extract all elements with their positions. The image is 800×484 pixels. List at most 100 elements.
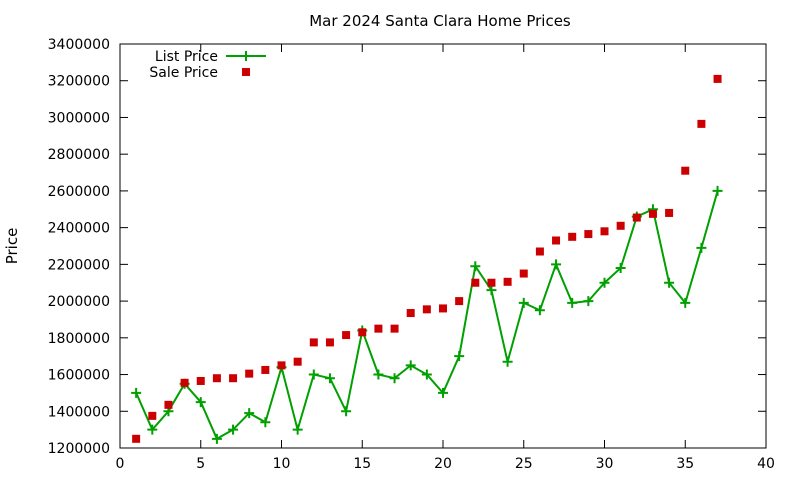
data-point <box>471 278 480 287</box>
series-layer <box>131 74 723 444</box>
x-tick-label: 20 <box>434 456 452 472</box>
axes-layer: 0 5 10 15 20 25 30 35 40 1200000 1400000 1600000 180… <box>48 37 775 472</box>
data-point <box>648 209 657 218</box>
x-tick-label: 15 <box>353 456 371 472</box>
data-point <box>502 356 513 367</box>
data-point <box>455 297 464 306</box>
data-point <box>341 406 352 417</box>
data-point <box>132 434 141 443</box>
x-tick-label: 0 <box>116 456 125 472</box>
y-tick-label: 1200000 <box>48 441 110 457</box>
data-point <box>470 261 481 272</box>
data-point <box>261 365 270 374</box>
data-point <box>632 213 641 222</box>
data-point <box>599 277 610 288</box>
y-tick-label: 3200000 <box>48 74 110 90</box>
data-point <box>293 357 302 366</box>
data-point <box>697 119 706 128</box>
data-point <box>664 277 675 288</box>
y-tick-label: 2000000 <box>48 294 110 310</box>
data-point <box>131 387 142 398</box>
data-point <box>195 397 206 408</box>
data-point <box>164 400 173 409</box>
data-point <box>325 338 334 347</box>
data-point <box>487 278 496 287</box>
y-tick-label: 2800000 <box>48 147 110 163</box>
data-point <box>486 285 497 296</box>
y-tick-label: 1600000 <box>48 368 110 384</box>
data-point <box>308 369 319 380</box>
data-point <box>552 236 561 245</box>
data-point <box>535 247 544 256</box>
data-point <box>681 166 690 175</box>
legend-marker <box>242 68 250 76</box>
y-tick-label: 3400000 <box>48 37 110 53</box>
x-tick-label: 35 <box>676 456 694 472</box>
data-point <box>390 324 399 333</box>
data-point <box>405 360 416 371</box>
x-tick-label: 5 <box>196 456 205 472</box>
legend-marker <box>241 51 251 61</box>
data-point <box>583 296 594 307</box>
data-point <box>244 408 255 419</box>
data-point <box>696 242 707 253</box>
chart-title: Mar 2024 Santa Clara Home Prices <box>309 12 571 30</box>
data-point <box>503 277 512 286</box>
x-tick-label: 10 <box>273 456 291 472</box>
data-point <box>212 374 221 383</box>
data-point <box>422 305 431 314</box>
series-line <box>135 190 719 441</box>
data-point <box>260 417 271 428</box>
data-point <box>421 369 432 380</box>
data-point <box>245 369 254 378</box>
data-point <box>518 297 529 308</box>
data-point <box>567 297 578 308</box>
data-point <box>551 259 562 270</box>
data-point <box>568 232 577 241</box>
x-tick-label: 30 <box>596 456 614 472</box>
data-point <box>454 351 465 362</box>
data-point <box>324 373 335 384</box>
data-point <box>680 297 691 308</box>
data-point <box>147 424 158 435</box>
y-tick-label: 2200000 <box>48 257 110 273</box>
data-point <box>600 227 609 236</box>
data-point <box>584 230 593 239</box>
data-point <box>229 374 238 383</box>
data-point <box>534 305 545 316</box>
data-point <box>406 309 415 318</box>
data-point <box>439 304 447 313</box>
x-tick-label: 40 <box>757 456 775 472</box>
data-point <box>712 185 723 196</box>
data-point <box>180 378 189 387</box>
data-point <box>309 338 318 347</box>
data-point <box>211 433 222 444</box>
data-point <box>519 269 528 278</box>
data-point <box>228 424 239 435</box>
data-point <box>148 411 157 420</box>
data-point <box>196 376 205 385</box>
plot-frame <box>119 43 767 449</box>
x-tick-label: 25 <box>515 456 533 472</box>
data-point <box>358 328 367 337</box>
legend-label: Sale Price <box>149 65 218 81</box>
data-point <box>342 331 351 340</box>
y-tick-label: 2400000 <box>48 221 110 237</box>
y-tick-label: 1400000 <box>48 404 110 420</box>
legend-label: List Price <box>155 49 218 65</box>
data-point <box>373 369 384 380</box>
y-axis-label: Price <box>3 228 21 265</box>
y-tick-label: 1800000 <box>48 331 110 347</box>
data-point <box>389 373 400 384</box>
data-point <box>665 208 674 217</box>
data-point <box>374 324 383 333</box>
data-point <box>615 263 626 274</box>
data-point <box>438 387 448 398</box>
data-point <box>616 221 625 230</box>
data-point <box>277 361 286 370</box>
y-tick-label: 2600000 <box>48 184 110 200</box>
data-point <box>713 74 722 83</box>
